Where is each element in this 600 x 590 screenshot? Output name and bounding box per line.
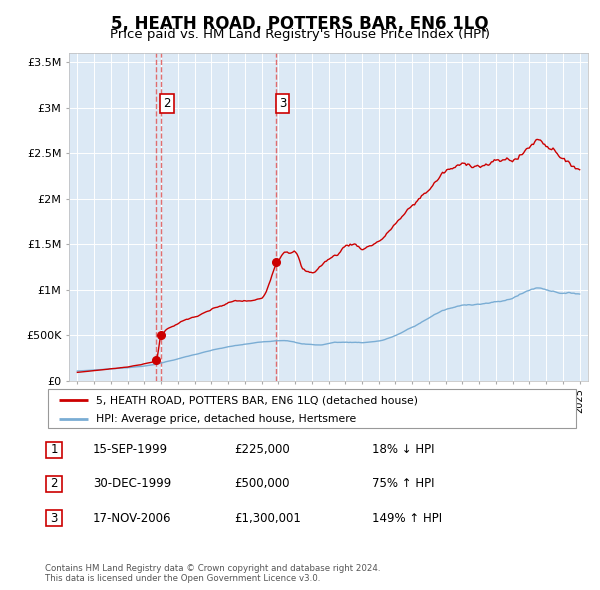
Text: £1,300,001: £1,300,001	[234, 512, 301, 525]
Text: 149% ↑ HPI: 149% ↑ HPI	[372, 512, 442, 525]
Text: 3: 3	[279, 97, 286, 110]
Text: 15-SEP-1999: 15-SEP-1999	[93, 443, 168, 456]
Text: 5, HEATH ROAD, POTTERS BAR, EN6 1LQ: 5, HEATH ROAD, POTTERS BAR, EN6 1LQ	[111, 15, 489, 33]
Text: 5, HEATH ROAD, POTTERS BAR, EN6 1LQ (detached house): 5, HEATH ROAD, POTTERS BAR, EN6 1LQ (det…	[95, 395, 418, 405]
Text: Price paid vs. HM Land Registry's House Price Index (HPI): Price paid vs. HM Land Registry's House …	[110, 28, 490, 41]
Text: 3: 3	[50, 512, 58, 525]
Text: 17-NOV-2006: 17-NOV-2006	[93, 512, 172, 525]
Text: 2: 2	[163, 97, 171, 110]
Text: 30-DEC-1999: 30-DEC-1999	[93, 477, 171, 490]
Text: HPI: Average price, detached house, Hertsmere: HPI: Average price, detached house, Hert…	[95, 414, 356, 424]
Text: 2: 2	[50, 477, 58, 490]
Text: Contains HM Land Registry data © Crown copyright and database right 2024.
This d: Contains HM Land Registry data © Crown c…	[45, 563, 380, 583]
Text: 1: 1	[50, 443, 58, 456]
Text: £500,000: £500,000	[234, 477, 290, 490]
Text: 18% ↓ HPI: 18% ↓ HPI	[372, 443, 434, 456]
Text: 75% ↑ HPI: 75% ↑ HPI	[372, 477, 434, 490]
Text: £225,000: £225,000	[234, 443, 290, 456]
